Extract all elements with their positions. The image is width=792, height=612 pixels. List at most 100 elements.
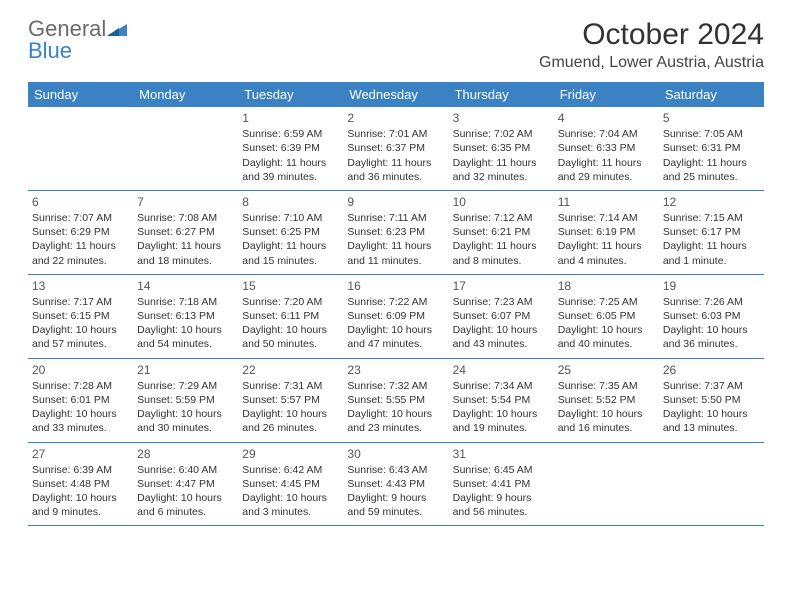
day-cell: 8Sunrise: 7:10 AMSunset: 6:25 PMDaylight… [238, 191, 343, 274]
sunrise-text: Sunrise: 7:17 AM [32, 295, 129, 309]
day-number: 19 [663, 278, 760, 294]
sunrise-text: Sunrise: 6:59 AM [242, 127, 339, 141]
day-number: 4 [558, 110, 655, 126]
day-cell: 21Sunrise: 7:29 AMSunset: 5:59 PMDayligh… [133, 359, 238, 442]
daylight-text: Daylight: 10 hours and 40 minutes. [558, 323, 655, 351]
daylight-text: Daylight: 10 hours and 57 minutes. [32, 323, 129, 351]
sunset-text: Sunset: 6:11 PM [242, 309, 339, 323]
sunset-text: Sunset: 6:15 PM [32, 309, 129, 323]
sunrise-text: Sunrise: 7:10 AM [242, 211, 339, 225]
sunset-text: Sunset: 6:25 PM [242, 225, 339, 239]
day-header-friday: Friday [554, 82, 659, 107]
sunset-text: Sunset: 6:09 PM [347, 309, 444, 323]
sunrise-text: Sunrise: 7:37 AM [663, 379, 760, 393]
sunset-text: Sunset: 6:35 PM [453, 141, 550, 155]
sunrise-text: Sunrise: 7:32 AM [347, 379, 444, 393]
day-cell: 31Sunrise: 6:45 AMSunset: 4:41 PMDayligh… [449, 443, 554, 526]
day-header-saturday: Saturday [659, 82, 764, 107]
daylight-text: Daylight: 10 hours and 23 minutes. [347, 407, 444, 435]
day-header-monday: Monday [133, 82, 238, 107]
sunrise-text: Sunrise: 6:39 AM [32, 463, 129, 477]
sunset-text: Sunset: 6:29 PM [32, 225, 129, 239]
daylight-text: Daylight: 9 hours and 56 minutes. [453, 491, 550, 519]
daylight-text: Daylight: 10 hours and 30 minutes. [137, 407, 234, 435]
day-cell: 27Sunrise: 6:39 AMSunset: 4:48 PMDayligh… [28, 443, 133, 526]
daylight-text: Daylight: 11 hours and 11 minutes. [347, 239, 444, 267]
daylight-text: Daylight: 11 hours and 36 minutes. [347, 156, 444, 184]
day-cell: 24Sunrise: 7:34 AMSunset: 5:54 PMDayligh… [449, 359, 554, 442]
sunrise-text: Sunrise: 6:42 AM [242, 463, 339, 477]
day-cell: 23Sunrise: 7:32 AMSunset: 5:55 PMDayligh… [343, 359, 448, 442]
day-cell: 18Sunrise: 7:25 AMSunset: 6:05 PMDayligh… [554, 275, 659, 358]
sunset-text: Sunset: 5:52 PM [558, 393, 655, 407]
day-number: 12 [663, 194, 760, 210]
day-number: 20 [32, 362, 129, 378]
day-number: 10 [453, 194, 550, 210]
day-number: 24 [453, 362, 550, 378]
day-header-wednesday: Wednesday [343, 82, 448, 107]
sunset-text: Sunset: 6:17 PM [663, 225, 760, 239]
day-cell: 22Sunrise: 7:31 AMSunset: 5:57 PMDayligh… [238, 359, 343, 442]
header: GeneralBlue October 2024 Gmuend, Lower A… [28, 18, 764, 72]
sunrise-text: Sunrise: 6:40 AM [137, 463, 234, 477]
sunrise-text: Sunrise: 7:05 AM [663, 127, 760, 141]
sunset-text: Sunset: 6:19 PM [558, 225, 655, 239]
day-cell: 12Sunrise: 7:15 AMSunset: 6:17 PMDayligh… [659, 191, 764, 274]
sunrise-text: Sunrise: 7:02 AM [453, 127, 550, 141]
daylight-text: Daylight: 11 hours and 25 minutes. [663, 156, 760, 184]
calendar: SundayMondayTuesdayWednesdayThursdayFrid… [28, 82, 764, 526]
day-number: 3 [453, 110, 550, 126]
logo-text-1: General [28, 18, 106, 40]
week-row: 13Sunrise: 7:17 AMSunset: 6:15 PMDayligh… [28, 275, 764, 359]
sunset-text: Sunset: 6:07 PM [453, 309, 550, 323]
sunset-text: Sunset: 6:01 PM [32, 393, 129, 407]
location-text: Gmuend, Lower Austria, Austria [539, 54, 764, 72]
daylight-text: Daylight: 11 hours and 4 minutes. [558, 239, 655, 267]
daylight-text: Daylight: 11 hours and 15 minutes. [242, 239, 339, 267]
day-number: 26 [663, 362, 760, 378]
sunset-text: Sunset: 5:55 PM [347, 393, 444, 407]
week-row: 20Sunrise: 7:28 AMSunset: 6:01 PMDayligh… [28, 359, 764, 443]
sunset-text: Sunset: 6:31 PM [663, 141, 760, 155]
sunset-text: Sunset: 6:21 PM [453, 225, 550, 239]
day-number: 21 [137, 362, 234, 378]
logo-triangle-icon [107, 18, 127, 40]
sunset-text: Sunset: 6:13 PM [137, 309, 234, 323]
week-row: 27Sunrise: 6:39 AMSunset: 4:48 PMDayligh… [28, 443, 764, 527]
empty-cell [659, 443, 764, 526]
sunset-text: Sunset: 4:45 PM [242, 477, 339, 491]
day-cell: 2Sunrise: 7:01 AMSunset: 6:37 PMDaylight… [343, 107, 448, 190]
day-number: 11 [558, 194, 655, 210]
sunrise-text: Sunrise: 7:23 AM [453, 295, 550, 309]
sunset-text: Sunset: 6:39 PM [242, 141, 339, 155]
sunset-text: Sunset: 4:48 PM [32, 477, 129, 491]
sunset-text: Sunset: 6:27 PM [137, 225, 234, 239]
daylight-text: Daylight: 10 hours and 16 minutes. [558, 407, 655, 435]
sunrise-text: Sunrise: 7:01 AM [347, 127, 444, 141]
sunset-text: Sunset: 6:23 PM [347, 225, 444, 239]
week-row: 1Sunrise: 6:59 AMSunset: 6:39 PMDaylight… [28, 107, 764, 191]
sunset-text: Sunset: 5:50 PM [663, 393, 760, 407]
day-number: 23 [347, 362, 444, 378]
day-number: 7 [137, 194, 234, 210]
sunrise-text: Sunrise: 7:15 AM [663, 211, 760, 225]
sunrise-text: Sunrise: 7:35 AM [558, 379, 655, 393]
sunrise-text: Sunrise: 7:31 AM [242, 379, 339, 393]
sunset-text: Sunset: 6:05 PM [558, 309, 655, 323]
daylight-text: Daylight: 10 hours and 9 minutes. [32, 491, 129, 519]
logo-text-2: Blue [28, 38, 72, 63]
sunrise-text: Sunrise: 6:43 AM [347, 463, 444, 477]
day-cell: 20Sunrise: 7:28 AMSunset: 6:01 PMDayligh… [28, 359, 133, 442]
sunrise-text: Sunrise: 7:25 AM [558, 295, 655, 309]
sunrise-text: Sunrise: 7:18 AM [137, 295, 234, 309]
day-cell: 1Sunrise: 6:59 AMSunset: 6:39 PMDaylight… [238, 107, 343, 190]
day-header-tuesday: Tuesday [238, 82, 343, 107]
sunset-text: Sunset: 4:43 PM [347, 477, 444, 491]
day-cell: 9Sunrise: 7:11 AMSunset: 6:23 PMDaylight… [343, 191, 448, 274]
day-number: 22 [242, 362, 339, 378]
daylight-text: Daylight: 10 hours and 36 minutes. [663, 323, 760, 351]
day-number: 27 [32, 446, 129, 462]
daylight-text: Daylight: 9 hours and 59 minutes. [347, 491, 444, 519]
daylight-text: Daylight: 11 hours and 32 minutes. [453, 156, 550, 184]
sunrise-text: Sunrise: 7:29 AM [137, 379, 234, 393]
